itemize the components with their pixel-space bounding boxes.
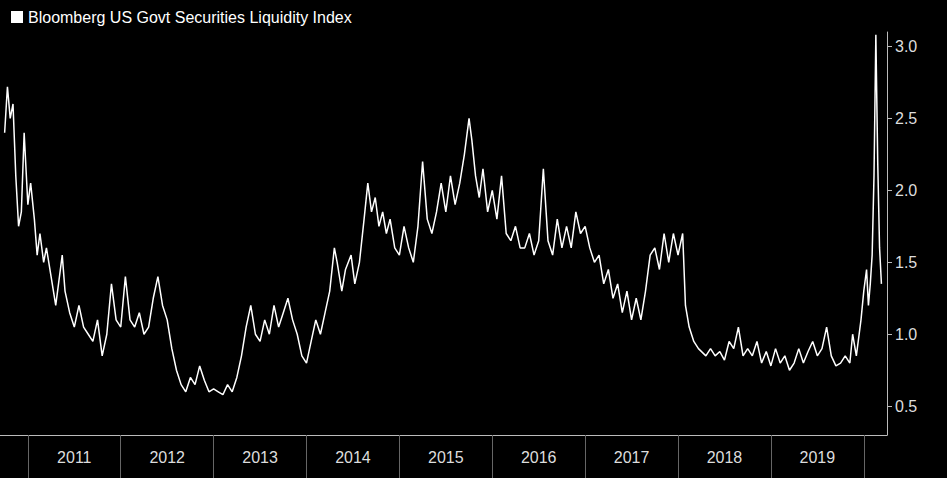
svg-text:1.0: 1.0 bbox=[895, 326, 917, 343]
svg-text:2012: 2012 bbox=[149, 449, 185, 466]
svg-text:Bloomberg US Govt Securities L: Bloomberg US Govt Securities Liquidity I… bbox=[28, 9, 352, 26]
svg-text:1.5: 1.5 bbox=[895, 254, 917, 271]
svg-text:2015: 2015 bbox=[428, 449, 464, 466]
svg-text:2016: 2016 bbox=[521, 449, 557, 466]
svg-text:3.0: 3.0 bbox=[895, 38, 917, 55]
svg-text:2018: 2018 bbox=[707, 449, 743, 466]
svg-text:2014: 2014 bbox=[335, 449, 371, 466]
svg-text:0.5: 0.5 bbox=[895, 398, 917, 415]
svg-text:2.0: 2.0 bbox=[895, 182, 917, 199]
svg-text:2019: 2019 bbox=[800, 449, 836, 466]
svg-text:2017: 2017 bbox=[614, 449, 650, 466]
svg-text:2.5: 2.5 bbox=[895, 110, 917, 127]
svg-text:2011: 2011 bbox=[57, 449, 92, 466]
svg-text:2013: 2013 bbox=[242, 449, 278, 466]
